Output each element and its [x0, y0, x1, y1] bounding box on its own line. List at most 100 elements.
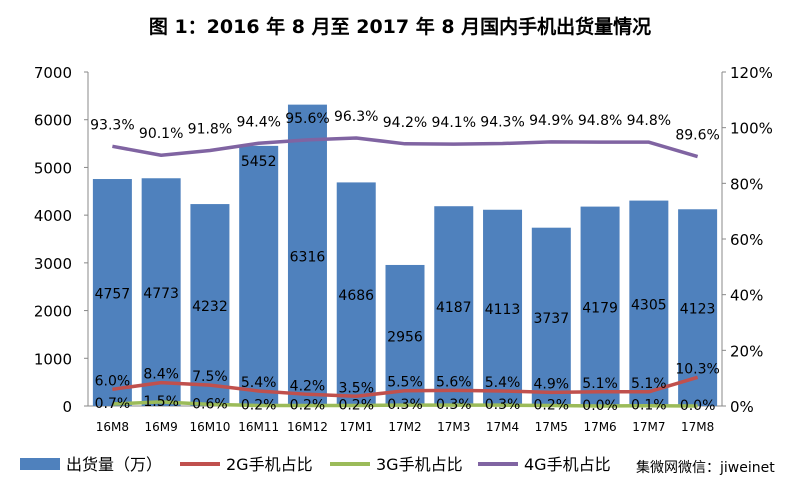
right-tick-label: 60%: [730, 231, 763, 249]
right-tick-label: 120%: [730, 64, 773, 82]
bar-value-label: 3737: [533, 311, 569, 327]
3g-share-label: 0.3%: [436, 397, 472, 413]
2g-share-label: 4.2%: [290, 378, 326, 394]
right-tick-label: 40%: [730, 287, 763, 305]
2g-share-label: 8.4%: [143, 367, 179, 383]
3g-share-label: 0.2%: [534, 397, 570, 413]
legend-swatch: [20, 458, 60, 470]
bar-value-label: 4686: [338, 288, 374, 304]
bar: [629, 200, 669, 406]
2g-share-label: 6.0%: [95, 373, 131, 389]
3g-share-label: 0.0%: [680, 398, 716, 414]
bar-value-label: 4179: [582, 300, 618, 316]
bar: [580, 206, 620, 406]
3g-share-label: 0.0%: [582, 398, 618, 414]
4g-share-label: 93.3%: [90, 117, 134, 133]
3g-share-label: 0.7%: [95, 396, 131, 412]
x-tick-label: 17M5: [535, 420, 568, 434]
right-tick-label: 80%: [730, 175, 763, 193]
3g-share-label: 0.2%: [338, 397, 374, 413]
left-tick-label: 4000: [34, 207, 72, 225]
legend-label: 2G手机占比: [226, 455, 313, 474]
x-tick-label: 16M11: [238, 420, 279, 434]
watermark: 集微网微信：jiweinet: [632, 455, 779, 479]
x-tick-label: 17M3: [437, 420, 470, 434]
3g-share-label: 0.3%: [387, 397, 423, 413]
x-tick-label: 17M4: [486, 420, 519, 434]
legend-label: 出货量（万）: [66, 455, 162, 474]
4g-share-label: 94.2%: [383, 115, 427, 131]
left-tick-label: 2000: [34, 303, 72, 321]
x-tick-label: 16M9: [145, 420, 178, 434]
2g-share-line: [112, 375, 699, 399]
bar: [92, 179, 132, 406]
legend-label: 3G手机占比: [376, 455, 463, 474]
x-tick-label: 17M2: [388, 420, 421, 434]
4g-share-label: 94.8%: [578, 113, 622, 129]
bar: [141, 178, 181, 406]
x-tick-label: 17M7: [632, 420, 665, 434]
bar-value-label: 6316: [290, 249, 326, 265]
bar: [678, 209, 718, 406]
x-tick-label: 17M6: [583, 420, 616, 434]
bar-value-label: 4113: [485, 302, 521, 318]
left-tick-label: 6000: [34, 112, 72, 130]
3g-share-label: 0.2%: [241, 397, 277, 413]
3g-share-label: 0.2%: [290, 397, 326, 413]
bar-value-label: 4773: [143, 286, 179, 302]
x-tick-label: 17M8: [681, 420, 714, 434]
x-tick-label: 17M1: [340, 420, 373, 434]
bar: [531, 227, 571, 406]
4g-share-label: 96.3%: [334, 109, 378, 125]
2g-share-label: 5.4%: [241, 375, 277, 391]
4g-share-line: [112, 136, 699, 159]
2g-share-label: 3.5%: [338, 380, 374, 396]
2g-share-label: 5.6%: [436, 374, 472, 390]
2g-share-label: 5.1%: [582, 376, 618, 392]
bar: [434, 206, 474, 406]
left-tick-label: 5000: [34, 159, 72, 177]
bar: [336, 182, 376, 406]
3g-share-label: 0.3%: [485, 397, 521, 413]
bar: [287, 104, 327, 407]
bar-value-label: 4232: [192, 299, 228, 315]
3g-share-label: 0.6%: [192, 396, 228, 412]
chart-title: 图 1：2016 年 8 月至 2017 年 8 月国内手机出货量情况: [148, 16, 652, 38]
legend-label: 4G手机占比: [524, 455, 611, 474]
4g-share-label: 94.1%: [432, 115, 476, 131]
4g-share-label: 94.8%: [627, 113, 671, 129]
left-tick-label: 0: [62, 398, 72, 416]
bar-value-label: 2956: [387, 329, 423, 345]
bar-value-label: 5452: [241, 154, 277, 170]
3g-share-label: 0.1%: [631, 398, 667, 414]
right-tick-label: 100%: [730, 120, 773, 138]
x-tick-label: 16M8: [96, 420, 129, 434]
left-tick-label: 7000: [34, 64, 72, 82]
4g-share-label: 94.9%: [529, 113, 573, 129]
2g-share-label: 5.4%: [485, 375, 521, 391]
bar: [190, 204, 230, 406]
left-tick-label: 1000: [34, 350, 72, 368]
bar: [239, 145, 279, 407]
4g-share-label: 95.6%: [285, 111, 329, 127]
4g-share-label: 91.8%: [188, 121, 232, 137]
bar-value-label: 4305: [631, 297, 667, 313]
right-tick-label: 0%: [730, 398, 754, 416]
3g-share-line: [112, 400, 698, 408]
4g-share-label: 94.4%: [236, 114, 280, 130]
bar: [385, 264, 425, 406]
bar-value-label: 4187: [436, 300, 472, 316]
right-tick-label: 20%: [730, 342, 763, 360]
2g-share-label: 5.5%: [387, 375, 423, 391]
2g-share-label: 4.9%: [534, 376, 570, 392]
bar: [483, 209, 523, 406]
2g-share-label: 10.3%: [675, 361, 719, 377]
bar-value-label: 4123: [680, 302, 716, 318]
4g-share-label: 90.1%: [139, 126, 183, 142]
4g-share-label: 94.3%: [480, 115, 524, 131]
2g-share-label: 5.1%: [631, 376, 667, 392]
left-tick-label: 3000: [34, 255, 72, 273]
x-tick-label: 16M12: [287, 420, 328, 434]
